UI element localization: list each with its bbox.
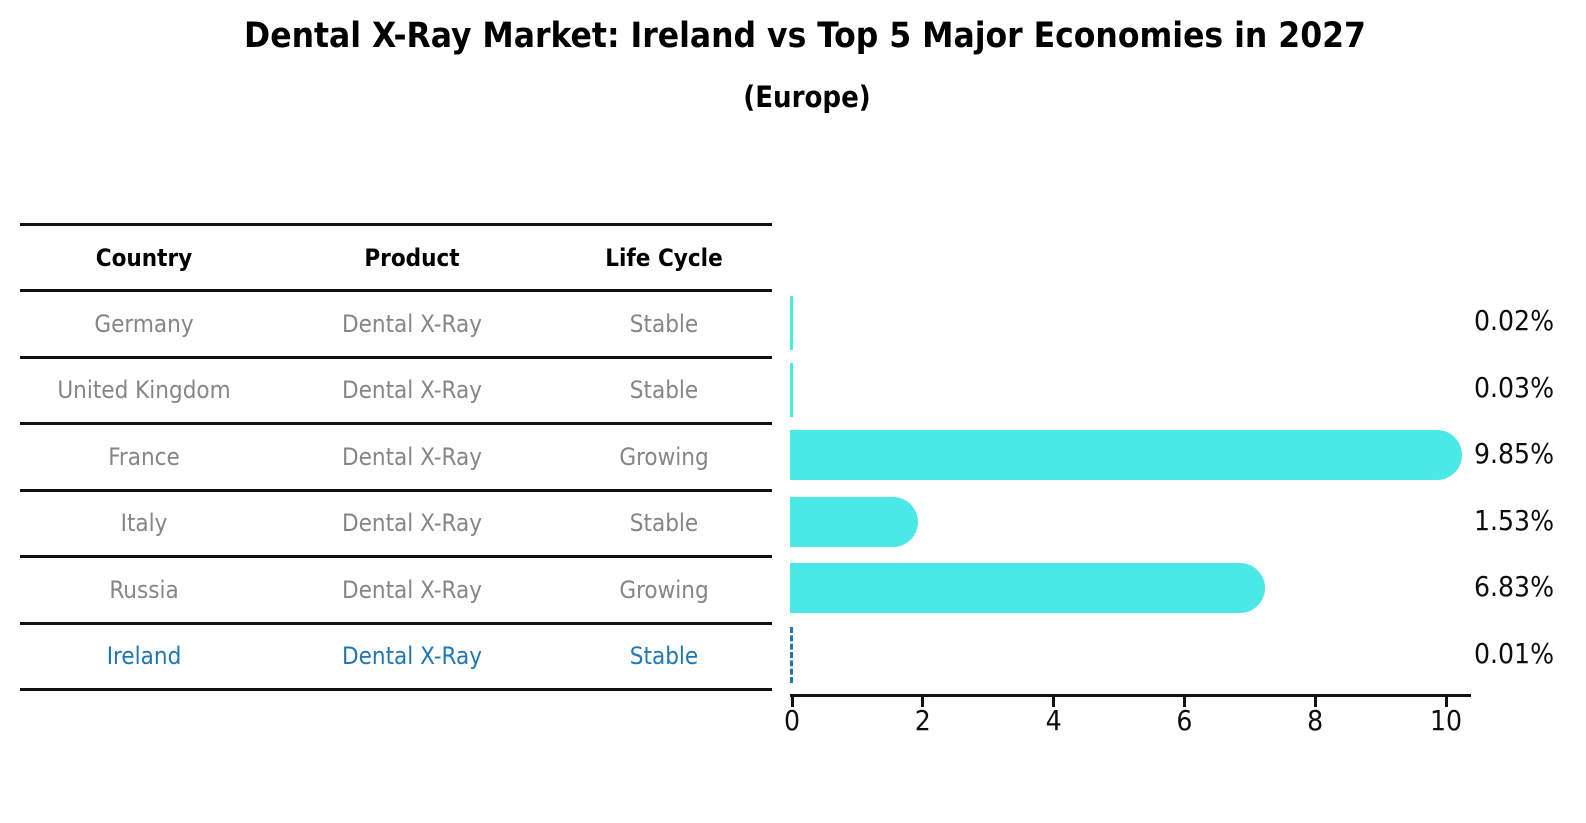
table-cell-country: Germany <box>94 309 194 338</box>
bar-value-label: 0.02% <box>1474 304 1555 338</box>
bar-value-label: 6.83% <box>1474 570 1555 604</box>
table-row: France Dental X-Ray Growing <box>20 425 772 492</box>
table-cell-life-cycle: Stable <box>629 309 699 338</box>
table-header-product: Product <box>364 243 460 272</box>
x-axis-tick <box>1052 694 1056 707</box>
table-row: Italy Dental X-Ray Stable <box>20 492 772 558</box>
table-cell-country: Russia <box>109 575 179 604</box>
bar-ireland-dashed <box>790 626 793 683</box>
bar-value-label: 9.85% <box>1474 437 1555 471</box>
bar-germany <box>790 296 793 351</box>
table-cell-life-cycle: Stable <box>629 376 699 405</box>
bar-value-label: 1.53% <box>1474 503 1555 537</box>
x-axis-tick-label: 6 <box>1176 704 1193 737</box>
table-cell-life-cycle: Growing <box>619 442 709 471</box>
x-axis-line <box>790 694 1471 697</box>
table-header-life-cycle: Life Cycle <box>605 243 723 272</box>
x-axis-tick <box>1313 694 1317 707</box>
x-axis-tick-label: 0 <box>783 704 801 737</box>
bar-russia <box>790 563 1265 614</box>
x-axis-tick <box>1182 694 1186 707</box>
table-header-row: Country Product Life Cycle <box>20 226 772 292</box>
chart-title: Dental X-Ray Market: Ireland vs Top 5 Ma… <box>244 16 1366 56</box>
x-axis-tick <box>921 694 925 707</box>
table-cell-product: Dental X-Ray <box>341 309 482 338</box>
x-axis-tick-label: 10 <box>1429 704 1463 737</box>
bar-value-label: 0.01% <box>1474 636 1555 670</box>
table-row: Ireland Dental X-Ray Stable <box>20 625 772 691</box>
x-axis-tick <box>1444 694 1448 707</box>
table-cell-life-cycle: Stable <box>629 509 699 538</box>
table-cell-product: Dental X-Ray <box>341 642 482 671</box>
table-row: Russia Dental X-Ray Growing <box>20 558 772 625</box>
chart-subtitle: (Europe) <box>743 80 871 114</box>
table-cell-product: Dental X-Ray <box>341 575 482 604</box>
table-cell-country: United Kingdom <box>57 376 231 405</box>
table-body: Germany Dental X-Ray Stable United Kingdom D… <box>20 292 772 691</box>
x-axis-tick-label: 4 <box>1045 704 1062 737</box>
bar-italy <box>790 496 919 547</box>
table-cell-country: Ireland <box>106 642 182 671</box>
bar-value-label: 0.03% <box>1474 370 1555 404</box>
country-table: Country Product Life Cycle Germany Dental… <box>20 223 772 691</box>
table-cell-product: Dental X-Ray <box>341 376 482 405</box>
table-header-country: Country <box>95 243 193 272</box>
x-axis-tick-label: 8 <box>1307 704 1324 737</box>
table-row: United Kingdom Dental X-Ray Stable <box>20 359 772 425</box>
bar-france <box>790 430 1463 481</box>
x-axis-tick <box>790 694 794 707</box>
table-cell-product: Dental X-Ray <box>341 442 482 471</box>
table-cell-country: France <box>108 442 180 471</box>
x-axis-tick-label: 2 <box>914 704 931 737</box>
table-cell-life-cycle: Stable <box>629 642 699 671</box>
table-cell-product: Dental X-Ray <box>341 509 482 538</box>
table-cell-life-cycle: Growing <box>619 575 709 604</box>
table-cell-country: Italy <box>120 509 168 538</box>
table-row: Germany Dental X-Ray Stable <box>20 292 772 359</box>
bar-united-kingdom <box>790 362 793 417</box>
